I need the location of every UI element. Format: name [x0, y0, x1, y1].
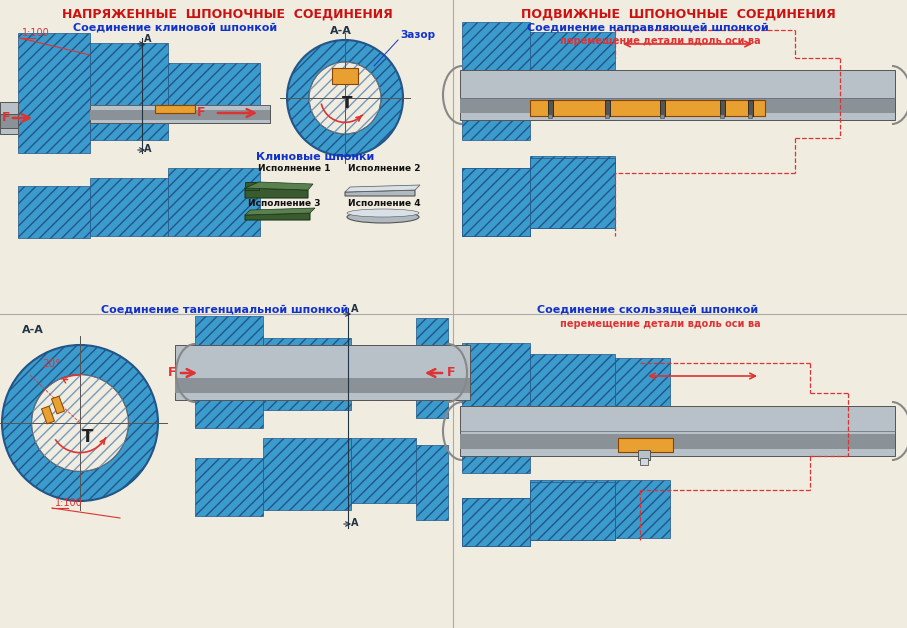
Bar — [18, 33, 90, 153]
Bar — [530, 480, 615, 540]
Polygon shape — [245, 182, 259, 188]
Text: Соединение направляющей шпонкой: Соединение направляющей шпонкой — [527, 23, 769, 33]
Text: F: F — [168, 366, 177, 379]
Text: A: A — [144, 34, 151, 44]
Text: T: T — [342, 97, 352, 112]
Text: 1:100: 1:100 — [55, 498, 83, 508]
Bar — [332, 68, 358, 84]
Text: A: A — [144, 144, 151, 154]
Bar — [605, 100, 610, 116]
Bar — [548, 100, 553, 116]
Bar — [530, 156, 615, 228]
Bar — [462, 498, 530, 546]
Text: Зазор: Зазор — [400, 30, 435, 40]
Bar — [460, 70, 895, 120]
Bar — [549, 114, 552, 118]
Text: Исполнение 1: Исполнение 1 — [258, 164, 330, 173]
Text: Соединение клиновой шпонкой: Соединение клиновой шпонкой — [73, 23, 277, 33]
Bar — [606, 114, 610, 118]
Polygon shape — [345, 185, 420, 192]
Ellipse shape — [347, 211, 419, 223]
Text: перемещение детали вдоль оси ва: перемещение детали вдоль оси ва — [560, 319, 760, 329]
Text: T: T — [83, 428, 93, 446]
Text: А-А: А-А — [330, 26, 352, 36]
Bar — [168, 63, 260, 120]
Bar — [18, 186, 90, 238]
Bar — [416, 445, 448, 520]
Text: 20°: 20° — [42, 359, 61, 369]
Bar — [351, 348, 416, 400]
Bar — [195, 316, 263, 428]
Text: Клиновые шпонки: Клиновые шпонки — [256, 152, 374, 162]
Ellipse shape — [347, 209, 419, 217]
Text: Исполнение 4: Исполнение 4 — [348, 199, 421, 208]
Bar — [530, 32, 615, 120]
Bar — [462, 168, 530, 236]
Bar — [195, 458, 263, 516]
Circle shape — [287, 40, 403, 156]
Bar — [462, 22, 530, 140]
Bar — [0, 114, 18, 128]
Bar — [615, 480, 670, 538]
Text: F: F — [2, 111, 11, 124]
Text: НАПРЯЖЕННЫЕ  ШПОНОЧНЫЕ  СОЕДИНЕНИЯ: НАПРЯЖЕННЫЕ ШПОНОЧНЫЕ СОЕДИНЕНИЯ — [62, 8, 393, 21]
Text: Исполнение 2: Исполнение 2 — [348, 164, 421, 173]
Bar — [90, 178, 168, 236]
Bar — [748, 114, 753, 118]
Bar — [640, 458, 648, 465]
Polygon shape — [345, 190, 415, 196]
Bar — [90, 43, 168, 140]
Bar — [660, 100, 665, 116]
Polygon shape — [42, 406, 54, 424]
Bar — [462, 343, 530, 473]
Polygon shape — [245, 208, 315, 215]
Bar — [530, 158, 615, 228]
Bar — [530, 100, 765, 116]
Bar — [618, 438, 673, 452]
Bar — [615, 358, 670, 453]
Bar — [460, 434, 895, 449]
Bar — [90, 110, 270, 120]
Polygon shape — [245, 188, 308, 198]
Bar — [530, 482, 615, 540]
Bar — [530, 354, 615, 456]
Circle shape — [309, 62, 381, 134]
Bar — [462, 168, 530, 236]
Bar — [460, 406, 895, 456]
Text: F: F — [197, 106, 206, 119]
Text: A: A — [351, 518, 358, 528]
Bar — [263, 438, 351, 510]
Polygon shape — [245, 213, 310, 220]
Text: 1:100: 1:100 — [22, 28, 50, 38]
Bar — [245, 182, 259, 190]
Bar — [460, 98, 895, 113]
Bar — [155, 105, 195, 113]
Text: перемещение детали вдоль оси ва: перемещение детали вдоль оси ва — [560, 36, 760, 46]
Bar — [660, 114, 665, 118]
Circle shape — [32, 375, 129, 472]
Bar — [90, 105, 270, 123]
Text: А-А: А-А — [22, 325, 44, 335]
Bar — [720, 114, 725, 118]
Bar — [462, 498, 530, 546]
Bar — [175, 345, 470, 400]
Bar — [720, 100, 725, 116]
Bar — [175, 378, 470, 393]
Circle shape — [2, 345, 158, 501]
Text: Соединение тангенциальной шпонкой: Соединение тангенциальной шпонкой — [102, 305, 348, 315]
Polygon shape — [245, 182, 313, 190]
Text: Соединение скользящей шпонкой: Соединение скользящей шпонкой — [538, 305, 758, 315]
Text: Исполнение 3: Исполнение 3 — [248, 199, 320, 208]
Text: ПОДВИЖНЫЕ  ШПОНОЧНЫЕ  СОЕДИНЕНИЯ: ПОДВИЖНЫЕ ШПОНОЧНЫЕ СОЕДИНЕНИЯ — [521, 8, 835, 21]
Bar — [0, 102, 18, 134]
Bar — [748, 100, 753, 116]
Bar — [351, 438, 416, 503]
Bar — [416, 318, 448, 418]
Text: A: A — [351, 304, 358, 314]
Text: F: F — [447, 366, 455, 379]
Bar — [168, 168, 260, 236]
Bar — [263, 338, 351, 410]
Bar — [638, 450, 650, 460]
Polygon shape — [52, 396, 64, 414]
